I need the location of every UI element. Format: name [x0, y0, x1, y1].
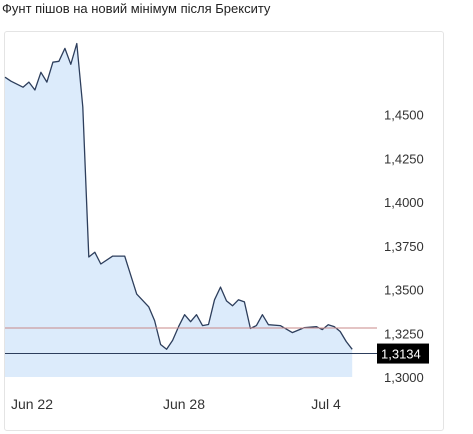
- y-tick-label: 1,3250: [384, 326, 424, 341]
- x-tick-label: Jun 28: [163, 396, 205, 412]
- line-layer: [4, 42, 353, 350]
- x-tick-label: Jul 4: [311, 396, 341, 412]
- y-tick-label: 1,4000: [384, 195, 424, 210]
- y-tick-label: 1,3500: [384, 283, 424, 298]
- last-value-badge: [377, 343, 429, 364]
- chart-title: Фунт пішов на новий мінімум після Брекси…: [2, 1, 271, 16]
- x-axis-labels: Jun 22 Jun 28 Jul 4: [11, 396, 341, 412]
- last-value-label: 1,3134: [381, 347, 421, 362]
- y-tick-label: 1,4250: [384, 151, 424, 166]
- reference-layer: [5, 327, 377, 355]
- area-layer: [5, 43, 353, 377]
- y-axis-labels: 1,4500 1,4250 1,4000 1,3750 1,3500 1,3250 1,30…: [384, 108, 424, 386]
- series-line: [4, 42, 353, 350]
- y-tick-label: 1,4500: [384, 108, 424, 123]
- y-tick-label: 1,3000: [384, 370, 424, 385]
- series-area: [5, 43, 353, 377]
- last-value-layer: 1,3134: [377, 343, 429, 364]
- y-tick-label: 1,3750: [384, 239, 424, 254]
- x-tick-label: Jun 22: [11, 396, 53, 412]
